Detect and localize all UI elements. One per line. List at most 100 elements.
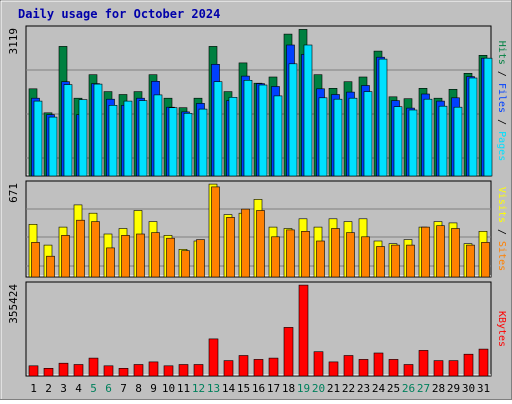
bar-sites-day-1 xyxy=(31,242,40,278)
bar-kbytes-day-14 xyxy=(223,360,234,377)
bar-kbytes-day-28 xyxy=(433,360,444,377)
bar-pages-day-27 xyxy=(423,98,433,177)
bar-pages-day-24 xyxy=(378,58,388,177)
bar-sites-day-28 xyxy=(436,225,445,278)
max-value-label-bottom: 355424 xyxy=(7,284,20,324)
bar-sites-day-25 xyxy=(391,244,400,278)
bar-sites-day-19 xyxy=(301,231,310,278)
bar-sites-day-29 xyxy=(451,228,460,278)
x-tick-label: 4 xyxy=(75,382,82,395)
bar-kbytes-day-3 xyxy=(58,362,69,377)
legend-separator: / xyxy=(496,113,507,131)
bar-pages-day-10 xyxy=(168,107,178,177)
bar-kbytes-day-19 xyxy=(298,284,309,377)
bar-kbytes-day-10 xyxy=(163,365,174,377)
bar-kbytes-day-6 xyxy=(103,365,114,377)
bar-kbytes-day-15 xyxy=(238,355,249,377)
bar-pages-day-30 xyxy=(468,77,478,177)
bar-kbytes-day-29 xyxy=(448,360,459,377)
x-tick-label: 15 xyxy=(237,382,250,395)
x-tick-label: 1 xyxy=(30,382,37,395)
bar-sites-day-7 xyxy=(121,235,130,278)
bar-pages-day-13 xyxy=(213,81,223,177)
x-tick-label: 25 xyxy=(387,382,400,395)
x-tick-label: 31 xyxy=(477,382,490,395)
legend-item-files: Files xyxy=(496,83,507,113)
bar-pages-day-20 xyxy=(318,97,328,177)
bar-pages-day-26 xyxy=(408,109,418,177)
legend-item-sites: Sites xyxy=(496,241,507,271)
x-tick-label: 2 xyxy=(45,382,52,395)
x-tick-label: 26 xyxy=(402,382,415,395)
x-tick-label: 21 xyxy=(327,382,340,395)
legend-item-hits: Hits xyxy=(496,41,507,65)
x-tick-label: 18 xyxy=(282,382,295,395)
x-tick-label: 19 xyxy=(297,382,310,395)
bar-kbytes-day-30 xyxy=(463,353,474,377)
bar-sites-day-5 xyxy=(91,221,100,278)
bar-pages-day-21 xyxy=(333,98,343,177)
bar-pages-day-28 xyxy=(438,105,448,177)
bar-pages-day-25 xyxy=(393,106,403,177)
x-tick-label: 3 xyxy=(60,382,67,395)
x-tick-label: 17 xyxy=(267,382,280,395)
bar-kbytes-day-1 xyxy=(28,365,39,377)
bar-sites-day-6 xyxy=(106,247,115,278)
legend-item-pages: Pages xyxy=(496,131,507,161)
bar-pages-day-19 xyxy=(303,44,313,177)
x-tick-label: 24 xyxy=(372,382,386,395)
bar-kbytes-day-23 xyxy=(358,359,369,377)
bar-sites-day-22 xyxy=(346,232,355,278)
bar-kbytes-day-24 xyxy=(373,352,384,377)
x-tick-label: 16 xyxy=(252,382,265,395)
bar-kbytes-day-4 xyxy=(73,364,84,377)
bar-pages-day-29 xyxy=(453,106,463,177)
bar-sites-day-10 xyxy=(166,237,175,278)
bar-sites-day-18 xyxy=(286,229,295,278)
bar-sites-day-2 xyxy=(46,255,55,278)
bar-kbytes-day-9 xyxy=(148,361,159,377)
bar-kbytes-day-13 xyxy=(208,338,219,377)
x-tick-label: 20 xyxy=(312,382,325,395)
bar-kbytes-day-21 xyxy=(328,361,339,377)
bar-sites-day-4 xyxy=(76,219,85,278)
bar-sites-day-27 xyxy=(421,226,430,278)
bar-sites-day-21 xyxy=(331,228,340,278)
bar-sites-day-24 xyxy=(376,246,385,278)
bar-pages-day-23 xyxy=(363,91,373,177)
bar-sites-day-20 xyxy=(316,240,325,278)
legend-separator: / xyxy=(496,223,507,241)
legend-middle: Visits / Sites xyxy=(496,187,507,271)
bar-pages-day-8 xyxy=(138,100,148,177)
legend-separator: / xyxy=(496,65,507,83)
x-tick-label: 12 xyxy=(192,382,205,395)
bar-sites-day-15 xyxy=(241,208,250,278)
x-tick-label: 11 xyxy=(177,382,190,395)
bar-kbytes-day-8 xyxy=(133,364,144,377)
bar-kbytes-day-11 xyxy=(178,364,189,377)
bar-sites-day-26 xyxy=(406,244,415,278)
bar-sites-day-12 xyxy=(196,239,205,278)
bar-pages-day-1 xyxy=(33,100,43,177)
x-tick-label: 30 xyxy=(462,382,475,395)
x-tick-label: 23 xyxy=(357,382,370,395)
bar-kbytes-day-5 xyxy=(88,357,99,377)
bar-kbytes-day-25 xyxy=(388,359,399,377)
bar-kbytes-day-20 xyxy=(313,351,324,377)
bar-kbytes-day-12 xyxy=(193,364,204,377)
bar-sites-day-23 xyxy=(361,236,370,278)
bar-pages-day-4 xyxy=(78,99,88,177)
bar-pages-day-3 xyxy=(63,84,73,177)
x-tick-label: 5 xyxy=(90,382,97,395)
x-tick-label: 10 xyxy=(162,382,175,395)
bar-sites-day-11 xyxy=(181,250,190,278)
bar-pages-day-22 xyxy=(348,97,358,177)
legend-item-visits: Visits xyxy=(496,187,507,223)
bar-pages-day-18 xyxy=(288,63,298,177)
bar-pages-day-14 xyxy=(228,97,238,177)
bar-pages-day-2 xyxy=(48,116,58,177)
max-value-label-top: 3119 xyxy=(7,28,20,55)
bar-sites-day-13 xyxy=(211,186,220,278)
